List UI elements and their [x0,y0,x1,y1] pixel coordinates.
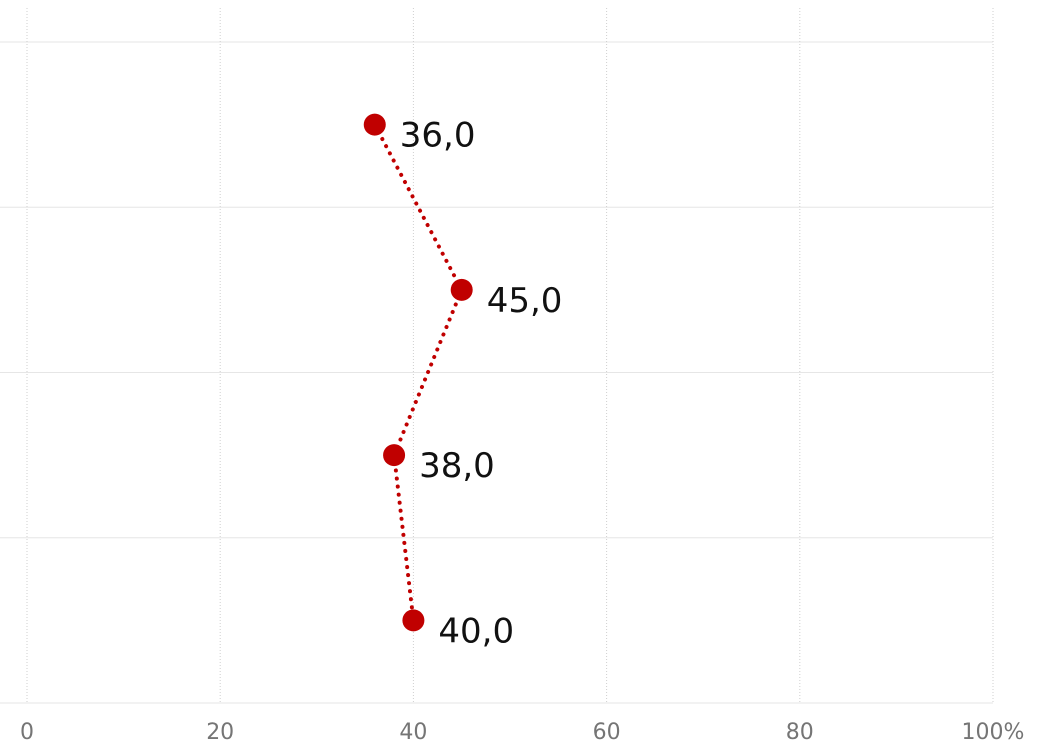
data-label: 45,0 [487,281,563,321]
x-tick-label: 100% [962,720,1025,745]
data-point [363,113,386,136]
data-point [383,444,406,467]
x-tick-label: 40 [399,720,427,745]
data-point [450,278,473,301]
x-tick-label: 80 [786,720,814,745]
x-tick-label: 20 [206,720,234,745]
data-label: 38,0 [419,446,495,486]
grid [0,8,994,704]
x-axis-ticks: 0 20 40 60 80 100% [20,720,1024,745]
data-point [402,609,425,632]
series-layer: 36,0 45,0 38,0 40,0 [363,113,563,651]
x-tick-label: 0 [20,720,34,745]
data-label: 40,0 [438,611,514,651]
series-line [372,122,464,623]
data-label: 36,0 [400,116,476,156]
x-tick-label: 60 [593,720,621,745]
